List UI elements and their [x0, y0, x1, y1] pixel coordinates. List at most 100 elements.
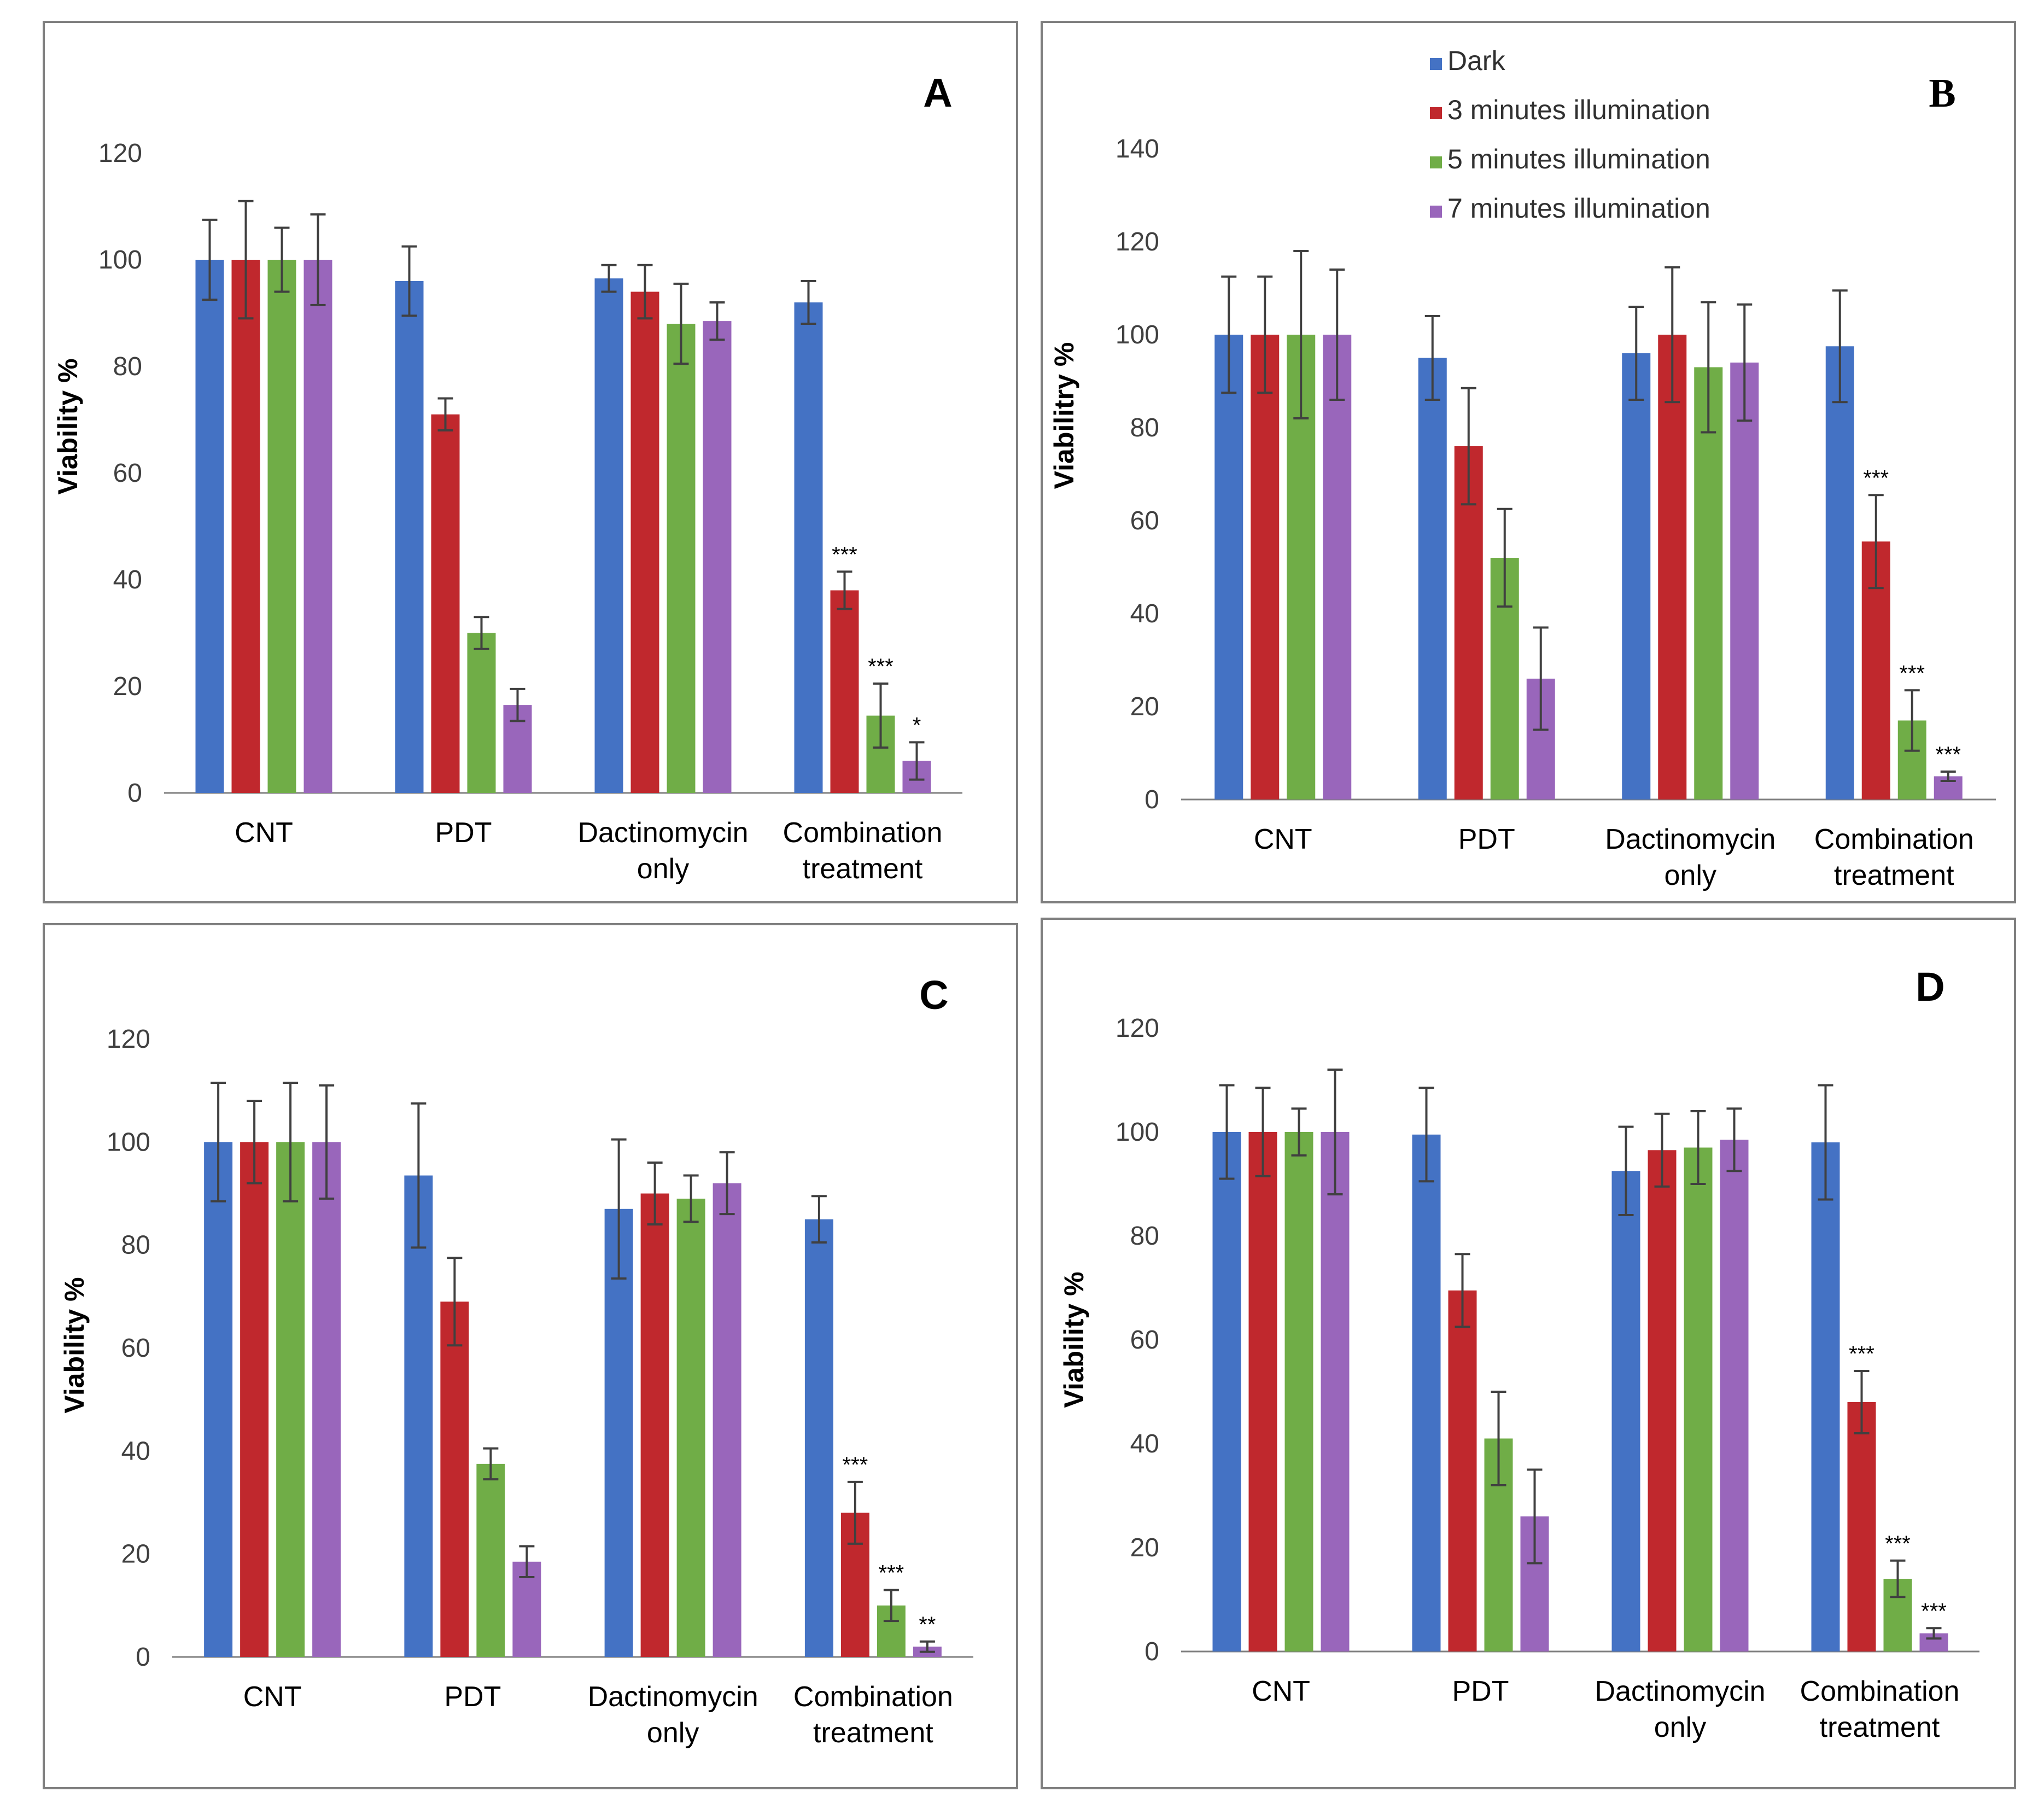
y-tick-label: 40 — [121, 1437, 150, 1466]
y-tick-label: 0 — [136, 1643, 150, 1672]
y-tick-label: 40 — [1130, 599, 1159, 628]
x-tick-label: Dactinomycin — [1605, 824, 1776, 855]
bar-a-c2-s0 — [594, 278, 623, 793]
panel-letter: A — [923, 70, 952, 115]
chart-panel-d: 0 20 40 60 80 100 120 Viability % D CNT PDT Dactino… — [1041, 918, 2016, 1789]
bar-b-c0-s0 — [1214, 335, 1243, 799]
x-tick-label: PDT — [1452, 1676, 1509, 1707]
y-tick-label: 80 — [113, 352, 142, 381]
bar-d-c0-s1 — [1248, 1132, 1277, 1651]
bar-c-c0-s0 — [204, 1142, 233, 1657]
y-tick-label: 100 — [1116, 1118, 1159, 1147]
legend-label: Dark — [1447, 45, 1506, 76]
bar-a-c0-s1 — [231, 260, 260, 793]
y-tick-label: 0 — [127, 779, 142, 808]
x-tick-label: Dactinomycin — [577, 817, 748, 849]
bar-d-c2-s3 — [1720, 1140, 1749, 1651]
y-tick-label: 0 — [1144, 785, 1159, 814]
y-tick-label: 20 — [1130, 1533, 1159, 1562]
bar-b-c0-s3 — [1323, 335, 1352, 799]
x-tick-label: PDT — [1458, 824, 1515, 855]
bar-a-c1-s0 — [395, 281, 424, 793]
y-tick-label: 140 — [1116, 135, 1159, 164]
legend-label: 7 minutes illumination — [1447, 193, 1710, 224]
y-tick-label: 60 — [113, 459, 142, 488]
x-tick-label: treatment — [813, 1717, 933, 1749]
x-tick-label: CNT — [235, 817, 293, 849]
significance-label: * — [913, 713, 921, 737]
x-tick-label: PDT — [435, 817, 492, 849]
bar-c-c0-s1 — [240, 1142, 269, 1657]
bar-c-c2-s0 — [604, 1209, 633, 1657]
bar-d-c1-s1 — [1448, 1290, 1477, 1651]
panel-frame — [43, 923, 1018, 1789]
y-tick-label: 80 — [121, 1231, 150, 1260]
x-tick-label: treatment — [1820, 1712, 1940, 1743]
bar-a-c2-s1 — [630, 291, 659, 793]
bar-b-c0-s1 — [1251, 335, 1280, 799]
y-tick-label: 40 — [113, 565, 142, 594]
bar-b-c2-s1 — [1658, 335, 1687, 799]
x-tick-label: Dactinomycin — [1595, 1676, 1765, 1707]
significance-label: *** — [1863, 466, 1889, 490]
significance-label: *** — [843, 1453, 868, 1477]
bar-a-c1-s1 — [431, 414, 460, 793]
y-tick-label: 20 — [113, 672, 142, 701]
bar-b-c2-s3 — [1730, 363, 1759, 799]
bar-b-c2-s0 — [1622, 353, 1651, 799]
bar-d-c3-s0 — [1811, 1142, 1840, 1651]
bar-d-c0-s2 — [1284, 1132, 1313, 1651]
bar-c-c3-s0 — [804, 1219, 833, 1657]
x-tick-label: treatment — [1834, 860, 1954, 891]
y-tick-label: 60 — [121, 1334, 150, 1363]
legend-swatch — [1430, 58, 1442, 70]
bar-a-c0-s3 — [303, 260, 332, 793]
bar-a-c0-s0 — [195, 260, 224, 793]
bar-c-c0-s3 — [312, 1142, 341, 1657]
bar-b-c2-s2 — [1694, 367, 1723, 799]
x-tick-label: Combination — [1814, 824, 1974, 855]
legend-swatch — [1430, 206, 1442, 218]
bar-c-c2-s1 — [640, 1193, 669, 1657]
bar-d-c2-s1 — [1648, 1150, 1677, 1651]
x-tick-label: Combination — [793, 1681, 953, 1713]
y-tick-label: 120 — [107, 1025, 150, 1054]
x-tick-label: Combination — [783, 817, 943, 849]
x-tick-label: treatment — [803, 853, 923, 885]
bar-d-c2-s0 — [1611, 1171, 1640, 1651]
bar-c-c1-s0 — [404, 1175, 433, 1657]
legend-swatch — [1430, 156, 1442, 168]
bar-d-c1-s0 — [1412, 1134, 1441, 1651]
bar-a-c0-s2 — [267, 260, 296, 793]
significance-label: *** — [1899, 661, 1925, 685]
legend: Dark 3 minutes illumination 5 minutes illu… — [1430, 45, 1710, 224]
y-tick-label: 80 — [1130, 413, 1159, 442]
chart-panel-c: 0 20 40 60 80 100 120 Viability % C CNT PDT Dactino… — [43, 923, 1018, 1789]
x-tick-label: only — [637, 853, 689, 885]
significance-label: *** — [879, 1561, 904, 1585]
chart-panel-a: 0 20 40 60 80 100 120 Viability % A CNT PDT Dactino… — [43, 21, 1018, 903]
legend-swatch — [1430, 107, 1442, 119]
legend-label: 5 minutes illumination — [1447, 144, 1710, 174]
y-tick-label: 0 — [1144, 1637, 1159, 1666]
significance-label: *** — [832, 542, 857, 567]
x-tick-label: Dactinomycin — [588, 1681, 758, 1713]
x-tick-label: only — [1665, 860, 1716, 891]
y-axis-title: Viability % — [52, 358, 83, 494]
x-tick-label: only — [647, 1717, 699, 1749]
y-tick-label: 60 — [1130, 506, 1159, 535]
y-axis-title: Viabilitry % — [1049, 342, 1079, 489]
x-tick-label: PDT — [444, 1681, 501, 1713]
y-tick-label: 20 — [1130, 692, 1159, 721]
y-axis-title: Viability % — [59, 1277, 90, 1413]
panel-letter: C — [919, 972, 948, 1018]
bar-a-c3-s0 — [794, 302, 823, 793]
chart-panel-b: 0 20 40 60 80 100 120 140 Viabilitry % B CNT PDT Dac… — [1041, 21, 2016, 903]
y-tick-label: 80 — [1130, 1222, 1159, 1251]
bar-a-c2-s3 — [703, 321, 732, 793]
x-tick-label: CNT — [1252, 1676, 1310, 1707]
bar-c-c2-s2 — [676, 1198, 705, 1657]
bar-d-c0-s0 — [1212, 1132, 1241, 1651]
y-axis-title: Viability % — [1059, 1271, 1089, 1408]
significance-label: *** — [1935, 743, 1961, 767]
